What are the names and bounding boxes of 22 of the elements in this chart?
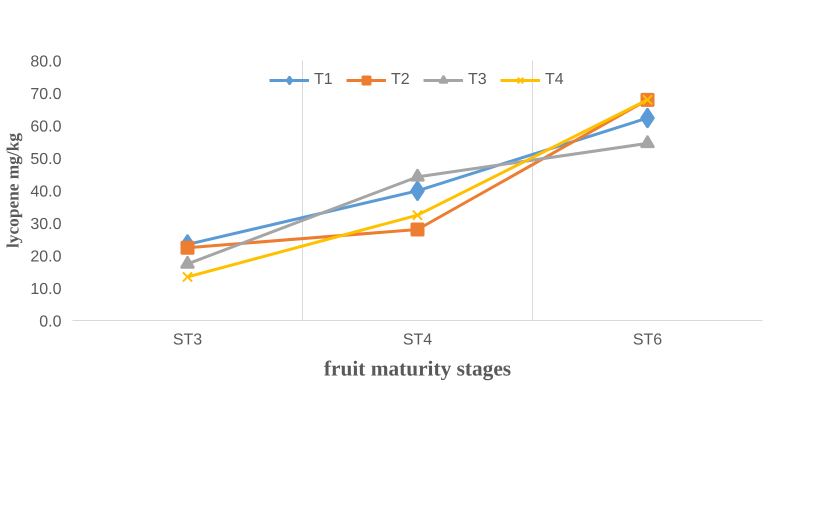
y-axis-title: lycopene mg/kg <box>3 132 22 248</box>
x-tick-label: ST4 <box>402 332 432 348</box>
legend-label: T3 <box>468 71 488 89</box>
y-tick-label: 70.0 <box>30 86 62 103</box>
y-tick-label: 0.0 <box>39 314 62 330</box>
y-tick-label: 80.0 <box>30 54 62 70</box>
point <box>180 240 194 255</box>
y-tick-label: 20.0 <box>30 248 62 266</box>
point <box>412 210 424 221</box>
x-axis-title: fruit maturity stages <box>324 356 512 380</box>
point <box>182 271 194 283</box>
y-tick-label: 60.0 <box>30 118 62 136</box>
x-tick-label: ST6 <box>632 332 662 348</box>
x-tick-label: ST3 <box>172 332 202 348</box>
y-tick-label: 30.0 <box>30 216 62 233</box>
point <box>410 222 424 236</box>
y-tick-label: 10.0 <box>30 281 62 298</box>
y-tick-label: 50.0 <box>30 151 62 168</box>
legend-label: T2 <box>391 71 411 89</box>
legend-label: T4 <box>545 71 565 89</box>
y-tick-label: 40.0 <box>30 184 62 200</box>
legend-label: T1 <box>314 71 334 89</box>
